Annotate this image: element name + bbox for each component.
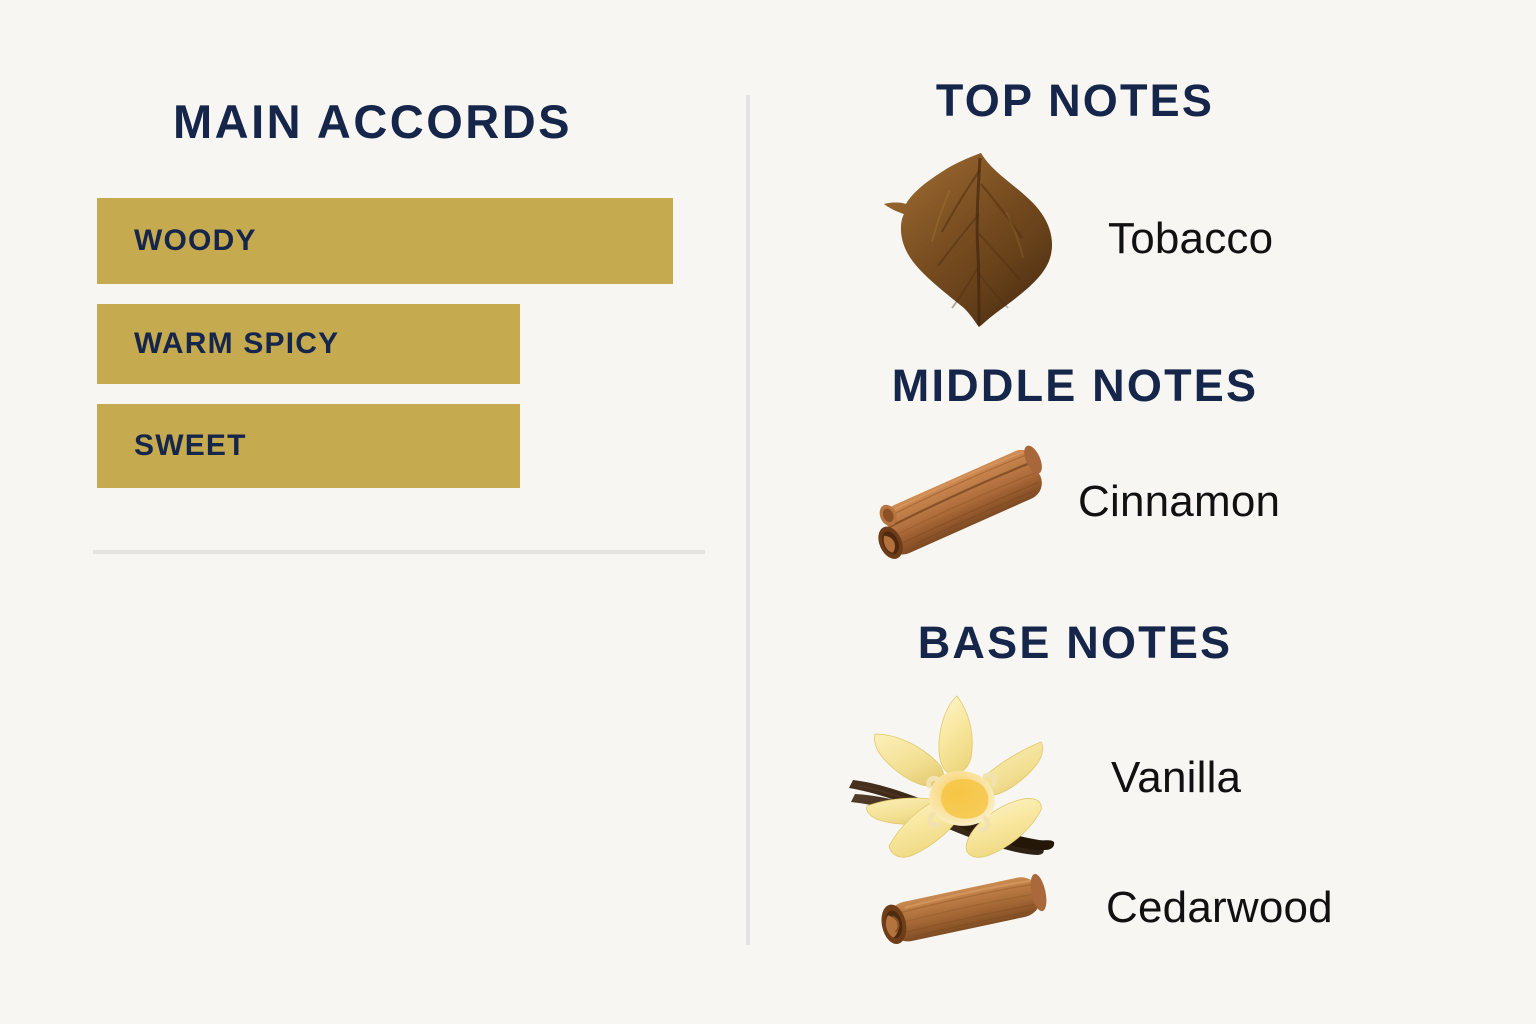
note-item-tobacco: Tobacco bbox=[880, 150, 1273, 328]
cedarwood-stick-icon bbox=[868, 850, 1054, 966]
note-label-cinnamon: Cinnamon bbox=[1078, 477, 1281, 526]
cinnamon-stick-icon bbox=[862, 438, 1058, 566]
note-label-tobacco: Tobacco bbox=[1108, 214, 1274, 263]
accord-bar-warm-spicy: WARM SPICY bbox=[97, 304, 520, 384]
accord-bar-label: WARM SPICY bbox=[97, 327, 340, 361]
main-accords-bar-chart: WOODY WARM SPICY SWEET bbox=[97, 198, 697, 508]
vanilla-orchid-icon bbox=[845, 690, 1081, 866]
vertical-divider bbox=[746, 95, 750, 945]
main-accords-title: MAIN ACCORDS bbox=[172, 95, 573, 148]
middle-notes-heading: MIDDLE NOTES bbox=[891, 360, 1259, 411]
top-notes-heading: TOP NOTES bbox=[935, 75, 1215, 126]
accord-bar-woody: WOODY bbox=[97, 198, 673, 284]
note-label-vanilla: Vanilla bbox=[1111, 753, 1242, 802]
note-item-vanilla: Vanilla bbox=[845, 690, 1241, 866]
accord-bar-sweet: SWEET bbox=[97, 404, 520, 488]
tobacco-leaf-icon bbox=[880, 150, 1070, 328]
horizontal-divider bbox=[93, 550, 705, 554]
base-notes-heading: BASE NOTES bbox=[917, 617, 1233, 668]
accord-bar-label: SWEET bbox=[97, 429, 247, 463]
note-label-cedarwood: Cedarwood bbox=[1106, 883, 1333, 932]
note-item-cedarwood: Cedarwood bbox=[868, 850, 1333, 966]
note-item-cinnamon: Cinnamon bbox=[862, 438, 1280, 566]
accord-bar-label: WOODY bbox=[97, 224, 650, 258]
